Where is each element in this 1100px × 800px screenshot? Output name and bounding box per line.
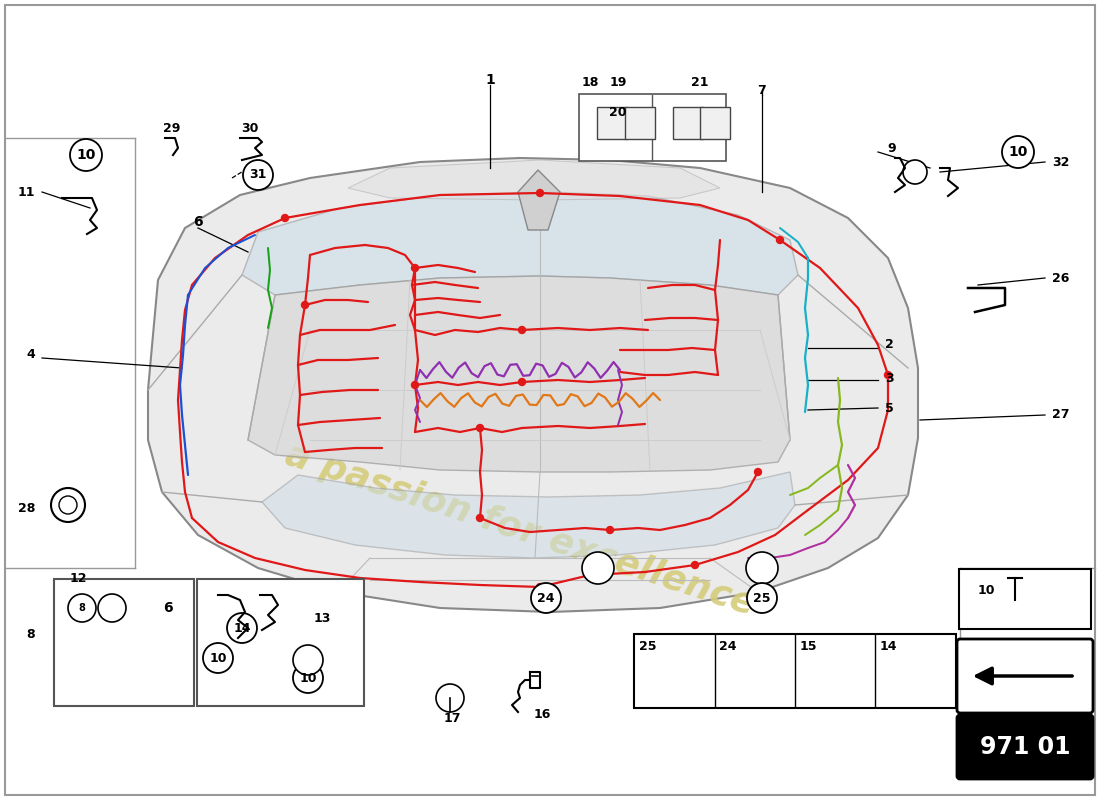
Circle shape <box>293 645 323 675</box>
Polygon shape <box>148 158 918 612</box>
Polygon shape <box>262 472 795 558</box>
Circle shape <box>537 583 543 590</box>
Text: 16: 16 <box>534 709 551 722</box>
Text: 10: 10 <box>209 651 227 665</box>
FancyBboxPatch shape <box>959 569 1091 629</box>
Circle shape <box>777 237 783 243</box>
Text: 13: 13 <box>314 611 331 625</box>
Text: 3: 3 <box>886 371 893 385</box>
FancyBboxPatch shape <box>54 579 194 706</box>
Circle shape <box>436 684 464 712</box>
Text: 30: 30 <box>241 122 258 134</box>
Text: 25: 25 <box>639 641 657 654</box>
Circle shape <box>582 552 614 584</box>
Circle shape <box>301 302 308 309</box>
Text: 28: 28 <box>18 502 35 514</box>
FancyBboxPatch shape <box>579 94 726 161</box>
Circle shape <box>59 496 77 514</box>
Circle shape <box>606 526 614 534</box>
FancyBboxPatch shape <box>673 107 703 139</box>
Circle shape <box>746 552 778 584</box>
Text: 21: 21 <box>691 75 708 89</box>
Text: a passion for excellence: a passion for excellence <box>280 438 759 622</box>
FancyBboxPatch shape <box>197 579 364 706</box>
FancyBboxPatch shape <box>957 715 1093 779</box>
Circle shape <box>227 613 257 643</box>
Polygon shape <box>518 170 560 230</box>
Text: 11: 11 <box>18 186 35 198</box>
Text: 10: 10 <box>299 671 317 685</box>
Text: 10: 10 <box>76 148 96 162</box>
Circle shape <box>68 594 96 622</box>
FancyBboxPatch shape <box>6 5 1094 795</box>
Text: 25: 25 <box>754 591 771 605</box>
Circle shape <box>51 488 85 522</box>
Text: 2: 2 <box>886 338 893 351</box>
Polygon shape <box>248 276 790 472</box>
Text: 10: 10 <box>978 583 996 597</box>
Circle shape <box>884 371 891 378</box>
Circle shape <box>537 190 543 197</box>
Circle shape <box>692 562 698 569</box>
Text: 20: 20 <box>609 106 627 118</box>
Text: 32: 32 <box>1052 155 1069 169</box>
FancyBboxPatch shape <box>700 107 730 139</box>
Text: 15: 15 <box>800 641 816 654</box>
Circle shape <box>476 425 484 431</box>
Circle shape <box>476 514 484 522</box>
Text: 14: 14 <box>233 622 251 634</box>
Text: 17: 17 <box>443 711 461 725</box>
Text: 971 01: 971 01 <box>980 735 1070 759</box>
Text: 8: 8 <box>78 603 86 613</box>
Circle shape <box>243 160 273 190</box>
Circle shape <box>98 594 126 622</box>
Circle shape <box>70 139 102 171</box>
Circle shape <box>747 583 777 613</box>
Circle shape <box>411 382 418 389</box>
Circle shape <box>518 378 526 386</box>
Text: 31: 31 <box>250 169 266 182</box>
Text: 10: 10 <box>1009 145 1027 159</box>
Circle shape <box>903 160 927 184</box>
Circle shape <box>531 583 561 613</box>
Text: 7: 7 <box>758 83 767 97</box>
Text: 9: 9 <box>888 142 896 154</box>
Circle shape <box>411 265 418 271</box>
Circle shape <box>518 326 526 334</box>
Text: 24: 24 <box>719 641 737 654</box>
Text: 4: 4 <box>26 349 35 362</box>
Text: 18: 18 <box>581 75 598 89</box>
Polygon shape <box>242 192 798 295</box>
Circle shape <box>755 469 761 475</box>
Circle shape <box>1002 136 1034 168</box>
Text: 24: 24 <box>537 591 554 605</box>
Circle shape <box>282 214 288 222</box>
Text: 12: 12 <box>69 571 87 585</box>
Circle shape <box>204 643 233 673</box>
Text: 8: 8 <box>26 629 35 642</box>
Text: 14: 14 <box>879 641 896 654</box>
Polygon shape <box>348 160 720 200</box>
FancyBboxPatch shape <box>634 634 956 708</box>
Text: 19: 19 <box>609 75 627 89</box>
Text: 5: 5 <box>886 402 893 414</box>
Text: 26: 26 <box>1052 271 1069 285</box>
Text: 29: 29 <box>163 122 180 134</box>
Text: 6: 6 <box>163 601 173 615</box>
Text: 27: 27 <box>1052 409 1069 422</box>
FancyBboxPatch shape <box>597 107 627 139</box>
Text: 6: 6 <box>194 215 202 229</box>
Circle shape <box>293 663 323 693</box>
FancyBboxPatch shape <box>625 107 654 139</box>
FancyBboxPatch shape <box>957 639 1093 713</box>
Text: 1: 1 <box>485 73 495 87</box>
